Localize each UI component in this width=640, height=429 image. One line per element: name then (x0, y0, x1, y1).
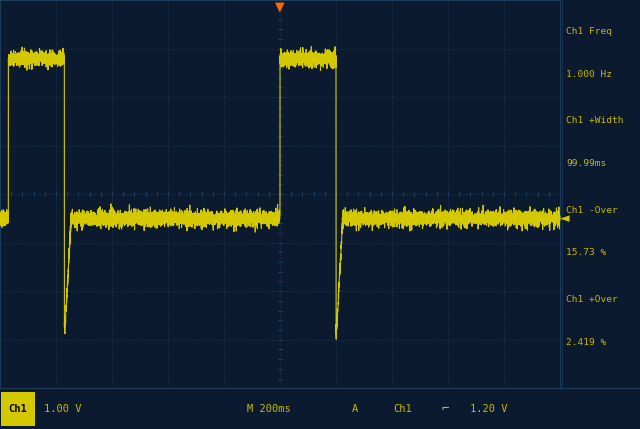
Text: 1.000 Hz: 1.000 Hz (566, 70, 612, 79)
Text: Ch1: Ch1 (394, 404, 412, 414)
Text: 2.419 %: 2.419 % (566, 338, 607, 347)
Text: M 200ms: M 200ms (247, 404, 291, 414)
Text: Ch1 Freq: Ch1 Freq (566, 27, 612, 36)
Text: 1.20 V: 1.20 V (470, 404, 508, 414)
Text: ◄: ◄ (560, 212, 570, 225)
Text: ⌐: ⌐ (441, 402, 449, 415)
Text: 15.73 %: 15.73 % (566, 248, 607, 257)
Text: Ch1 -Over: Ch1 -Over (566, 206, 618, 215)
Text: 99.99ms: 99.99ms (566, 159, 607, 168)
Text: Ch1 +Width: Ch1 +Width (566, 116, 624, 125)
Bar (1, 392, 35, 426)
Text: Ch1: Ch1 (8, 404, 28, 414)
Text: Ch1 +Over: Ch1 +Over (566, 295, 618, 304)
Text: ◄: ◄ (552, 213, 560, 224)
Text: A: A (352, 404, 358, 414)
Text: ▼: ▼ (275, 0, 285, 13)
Text: 1.00 V: 1.00 V (44, 404, 81, 414)
